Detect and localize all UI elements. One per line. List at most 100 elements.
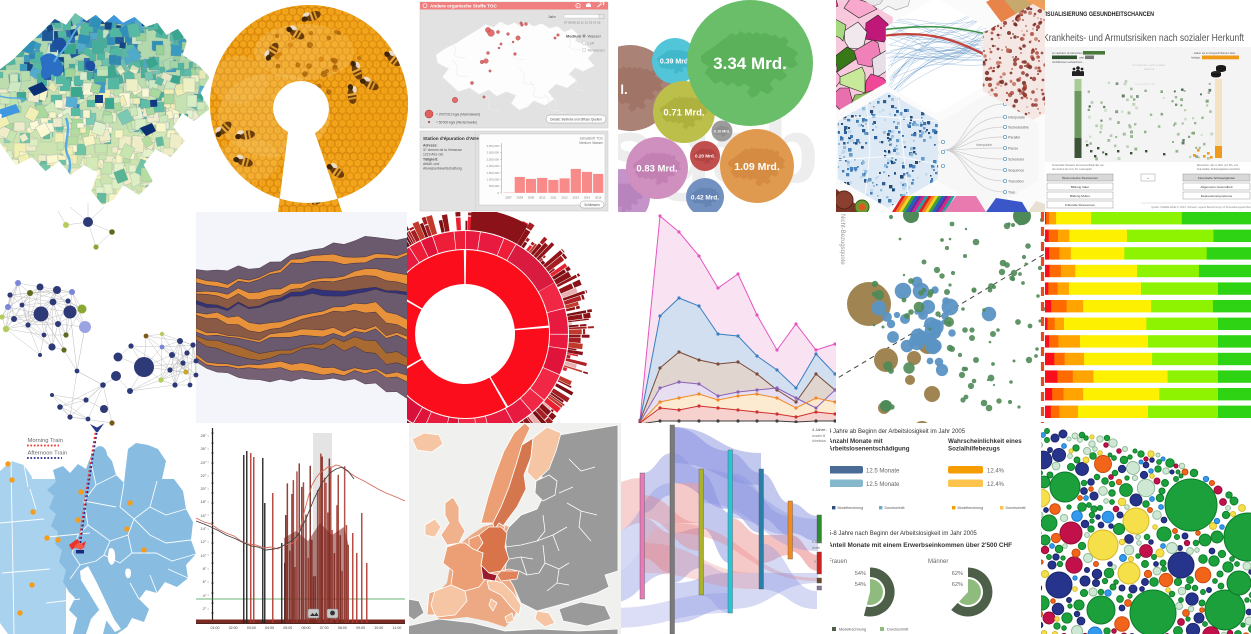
svg-text:Afternoon Train: Afternoon Train <box>28 451 68 457</box>
svg-text:Krankheits- und Armutsrisiken: Krankheits- und Armutsrisiken nach sozia… <box>1045 33 1244 44</box>
svg-text:14°: 14° <box>200 526 206 531</box>
svg-text:6°: 6° <box>203 579 207 584</box>
svg-text:24°: 24° <box>200 460 206 465</box>
svg-text:08:00: 08:00 <box>338 626 347 630</box>
svg-text:Finanzielle Schwierigkeiten: Finanzielle Schwierigkeiten <box>1198 176 1236 180</box>
svg-text:2014: 2014 <box>584 196 591 200</box>
svg-text:12.5 Monate: 12.5 Monate <box>866 469 900 475</box>
svg-text:4 Jahre ab Beginn der Arbeitsl: 4 Jahre ab Beginn der Arbeitslosigkeit i… <box>830 429 966 435</box>
svg-text:i: i <box>577 3 578 8</box>
svg-text:Details: Betriebe und diffuse: Details: Betriebe und diffuse Quellen <box>550 117 602 121</box>
svg-text:3.34 Mrd.: 3.34 Mrd. <box>713 54 787 73</box>
svg-text:2009: 2009 <box>528 196 535 200</box>
svg-text:0.10 Mrd.: 0.10 Mrd. <box>714 129 730 133</box>
svg-text:37 chemin de la Verseuse: 37 chemin de la Verseuse <box>423 148 462 152</box>
svg-text:12.4%: 12.4% <box>987 469 1005 475</box>
svg-text:05:00: 05:00 <box>283 626 292 630</box>
svg-text:8°: 8° <box>203 566 207 571</box>
svg-text:54%: 54% <box>855 571 866 577</box>
svg-text:3,500,000: 3,500,000 <box>487 144 500 148</box>
svg-text:2012: 2012 <box>561 196 568 200</box>
svg-text:Schliessen: Schliessen <box>584 203 600 207</box>
svg-text:11:00: 11:00 <box>393 626 402 630</box>
svg-text:Luft: Luft <box>588 41 596 46</box>
svg-text:0.71 Mrd.: 0.71 Mrd. <box>663 107 704 118</box>
svg-text:04:00: 04:00 <box>265 626 274 630</box>
svg-text:2008: 2008 <box>517 196 524 200</box>
svg-text:0: 0 <box>497 191 499 195</box>
svg-text:0.20 Mrd.: 0.20 Mrd. <box>695 154 715 159</box>
svg-text:1219 Aïre GE: 1219 Aïre GE <box>423 153 444 157</box>
svg-text:07:00: 07:00 <box>320 626 329 630</box>
svg-text:4 Jahre ab: 4 Jahre ab <box>812 427 827 432</box>
svg-text:Tätigkeit:: Tätigkeit: <box>423 157 438 161</box>
svg-text:10°: 10° <box>200 553 206 558</box>
svg-text:+: + <box>1147 176 1149 180</box>
svg-text:häufiger: häufiger <box>1191 56 1201 60</box>
svg-text:2013: 2013 <box>573 196 580 200</box>
svg-text:06:00: 06:00 <box>302 626 311 630</box>
svg-text:~: ~ <box>1144 59 1146 62</box>
svg-text:Arbeitslos: Arbeitslos <box>812 439 826 443</box>
svg-text:Sozialhilfebezugs: Sozialhilfebezugs <box>948 446 1000 453</box>
svg-text:VISUALISIERUNG GESUNDHEITSCHAN: VISUALISIERUNG GESUNDHEITSCHANCEN <box>1045 11 1154 18</box>
svg-text:3,000,000: 3,000,000 <box>487 151 500 155</box>
svg-text:Station d'épuration d'Aïre: Station d'épuration d'Aïre <box>423 136 479 141</box>
svg-text:02:00: 02:00 <box>229 626 238 630</box>
svg-text:Modellrechnung: Modellrechnung <box>838 506 864 510</box>
svg-text:Andere organische Stoffe TOC: Andere organische Stoffe TOC <box>430 4 497 9</box>
svg-text:12.4%: 12.4% <box>987 482 1005 488</box>
svg-text:62%: 62% <box>952 582 963 588</box>
svg-text:09:00: 09:00 <box>356 626 365 630</box>
svg-text:oder: oder <box>1079 56 1084 60</box>
svg-text:Modellrechnung: Modellrechnung <box>958 506 984 510</box>
svg-text:Anteil Monate mit einem Erwerb: Anteil Monate mit einem Erwerbseinkommen… <box>830 542 1012 549</box>
svg-text:2,000,000: 2,000,000 <box>487 164 500 168</box>
svg-text:Wasser: Wasser <box>588 34 602 39</box>
svg-text:22°: 22° <box>200 473 206 478</box>
svg-text:2011: 2011 <box>550 196 556 200</box>
svg-text:2010: 2010 <box>539 196 546 200</box>
svg-text:2°: 2° <box>203 606 207 611</box>
svg-text:Männer: Männer <box>928 559 948 565</box>
svg-text:5-8 Jahre nach Beginn der Arbe: 5-8 Jahre nach Beginn der Arbeitslosigke… <box>830 531 977 537</box>
svg-text:Anzahl Monate mit: Anzahl Monate mit <box>830 438 883 445</box>
svg-text:2007: 2007 <box>505 196 512 200</box>
svg-text:62%: 62% <box>952 571 963 577</box>
svg-text:01:00: 01:00 <box>211 626 220 630</box>
svg-text:Armutsrisiko 72%: Armutsrisiko 72% <box>1135 82 1156 86</box>
svg-text:0.83 Mrd.: 0.83 Mrd. <box>636 163 677 174</box>
svg-text:26°: 26° <box>200 446 206 451</box>
svg-text:... haben sie im fortgeschritt: ... haben sie im fortgeschrittenem Alter <box>1191 51 1235 55</box>
svg-text:Pause: Pause <box>1008 147 1018 151</box>
svg-text:Interpolate: Interpolate <box>1008 116 1025 120</box>
svg-text:de: de <box>935 151 939 155</box>
svg-text:Allgemeine Gesundheit: Allgemeine Gesundheit <box>1201 185 1233 189</box>
svg-text:ns: ns <box>935 165 939 169</box>
svg-text:ISchedulable: ISchedulable <box>1008 126 1029 130</box>
svg-text:Sequence: Sequence <box>1008 169 1024 173</box>
svg-text:1,500,000: 1,500,000 <box>487 171 500 175</box>
svg-text:0.42 Mrd.: 0.42 Mrd. <box>691 194 719 201</box>
svg-text:Quelle: SHARE-Welle 5, 2013, S: Quelle: SHARE-Welle 5, 2013, Schweiz, ei… <box>1151 205 1251 209</box>
svg-text:Parallel: Parallel <box>1008 136 1020 140</box>
svg-text:18°: 18° <box>200 499 206 504</box>
svg-text:Durchschnitt: Durchschnitt <box>1006 506 1026 510</box>
svg-text:5-8 Ja: 5-8 Ja <box>812 540 821 544</box>
svg-text:der Geburt bis zum 15. Lebensj: der Geburt bis zum 15. Lebensjahr <box>1052 167 1092 171</box>
svg-text:Adresse:: Adresse: <box>423 144 438 148</box>
svg-text:Abfall- und: Abfall- und <box>423 162 439 166</box>
svg-text:10:00: 10:00 <box>374 626 383 630</box>
svg-text:l.: l. <box>620 82 627 97</box>
svg-text:Bildung Mutter: Bildung Mutter <box>1070 194 1090 198</box>
svg-text:Morning Train: Morning Train <box>28 438 63 444</box>
svg-text:12.5 Monate: 12.5 Monate <box>866 482 900 488</box>
svg-text:1.09 Mrd.: 1.09 Mrd. <box>734 161 780 173</box>
svg-text:Verhältnissen aufwachsen...: Verhältnissen aufwachsen... <box>1052 60 1085 64</box>
svg-text:Menschen, die im Alter von 50+: Menschen, die im Alter von 50+ von <box>1197 163 1239 167</box>
svg-text:finanziellen Schwierigkeiten b: finanziellen Schwierigkeiten berichten <box>1197 167 1241 171</box>
svg-text:12°: 12° <box>200 539 206 544</box>
svg-text:0.39 Mrd.: 0.39 Mrd. <box>660 59 690 66</box>
svg-text:Jahr: Jahr <box>548 14 556 19</box>
